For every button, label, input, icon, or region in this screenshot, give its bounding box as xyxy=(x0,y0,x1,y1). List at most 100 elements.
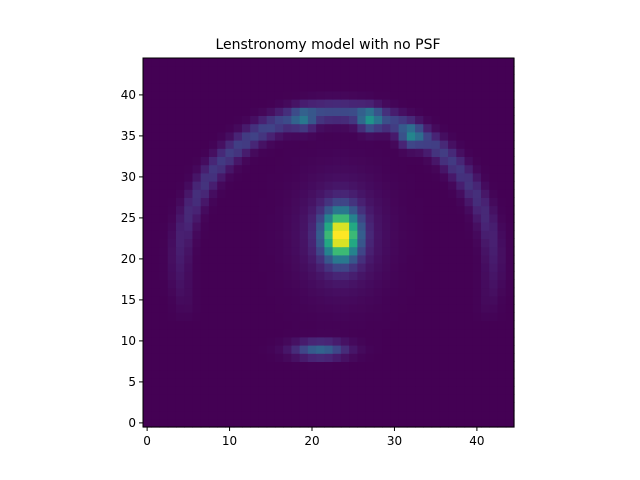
heatmap-cell xyxy=(151,148,161,157)
heatmap-cell xyxy=(415,312,424,321)
heatmap-cell xyxy=(431,254,441,264)
heatmap-cell xyxy=(274,336,284,346)
heatmap-cell xyxy=(184,90,194,100)
heatmap-cell xyxy=(349,74,358,84)
heatmap-cell xyxy=(184,353,194,362)
heatmap-cell xyxy=(489,279,499,289)
heatmap-cell xyxy=(283,254,292,264)
heatmap-cell xyxy=(258,246,268,256)
heatmap-cell xyxy=(423,345,433,354)
heatmap-cell xyxy=(241,148,251,157)
heatmap-cell xyxy=(390,320,400,330)
heatmap-cell xyxy=(398,418,408,428)
y-tick-label: 15 xyxy=(121,293,136,307)
heatmap-cell xyxy=(151,271,161,280)
heatmap-cell xyxy=(299,205,309,215)
heatmap-cell xyxy=(175,156,185,166)
heatmap-cell xyxy=(192,90,202,100)
heatmap-cell xyxy=(340,90,350,100)
heatmap-cell xyxy=(233,418,243,428)
heatmap-cell xyxy=(307,271,317,280)
heatmap-cell xyxy=(250,328,260,338)
heatmap-cell xyxy=(390,66,400,75)
heatmap-cell xyxy=(274,197,284,207)
heatmap-cell xyxy=(299,213,309,223)
heatmap-cell xyxy=(382,115,391,125)
heatmap-cell xyxy=(481,164,490,174)
heatmap-cell xyxy=(250,238,260,248)
heatmap-cell xyxy=(192,189,202,198)
heatmap-cell xyxy=(143,418,152,428)
heatmap-cell xyxy=(217,361,227,371)
heatmap-cell xyxy=(274,123,284,133)
heatmap-cell xyxy=(505,246,515,256)
heatmap-cell xyxy=(143,107,152,116)
heatmap-cell xyxy=(382,238,391,248)
heatmap-cell xyxy=(349,107,358,116)
heatmap-cell xyxy=(481,115,490,125)
heatmap-cell xyxy=(415,287,424,297)
heatmap-cell xyxy=(184,172,194,182)
heatmap-cell xyxy=(324,197,334,207)
heatmap-cell xyxy=(299,66,309,75)
heatmap-cell xyxy=(316,74,325,84)
heatmap-cell xyxy=(200,74,210,84)
heatmap-cell xyxy=(497,320,507,330)
heatmap-cell xyxy=(439,213,449,223)
heatmap-cell xyxy=(497,123,507,133)
heatmap-cell xyxy=(439,312,449,321)
heatmap-cell xyxy=(406,320,416,330)
heatmap-cell xyxy=(373,99,383,108)
heatmap-cell xyxy=(159,90,169,100)
heatmap-cell xyxy=(357,238,367,248)
heatmap-cell xyxy=(439,99,449,108)
heatmap-cell xyxy=(340,189,350,198)
heatmap-cell xyxy=(349,189,358,198)
heatmap-cell xyxy=(274,320,284,330)
heatmap-cell xyxy=(266,328,276,338)
heatmap-cell xyxy=(456,131,466,141)
heatmap-cell xyxy=(316,222,325,231)
heatmap-cell xyxy=(415,263,424,272)
heatmap-cell xyxy=(307,263,317,272)
heatmap-cell xyxy=(258,361,268,371)
heatmap-cell xyxy=(365,238,375,248)
heatmap-cell xyxy=(332,369,342,379)
heatmap-cell xyxy=(283,386,292,395)
heatmap-cell xyxy=(431,402,441,412)
heatmap-cell xyxy=(167,279,177,289)
heatmap-cell xyxy=(258,238,268,248)
heatmap-cell xyxy=(365,320,375,330)
heatmap-cell xyxy=(167,377,177,387)
heatmap-cell xyxy=(175,369,185,379)
heatmap-cell xyxy=(192,164,202,174)
heatmap-cell xyxy=(456,254,466,264)
heatmap-cell xyxy=(497,164,507,174)
heatmap-cell xyxy=(143,320,152,330)
heatmap-cell xyxy=(324,271,334,280)
heatmap-cell xyxy=(241,222,251,231)
heatmap-cell xyxy=(266,418,276,428)
heatmap-cell xyxy=(448,90,457,100)
heatmap-cell xyxy=(192,369,202,379)
heatmap-cell xyxy=(464,402,474,412)
heatmap-cell xyxy=(439,246,449,256)
heatmap-cell xyxy=(373,295,383,305)
heatmap-cell xyxy=(151,107,161,116)
heatmap-cell xyxy=(481,271,490,280)
heatmap-cell xyxy=(299,189,309,198)
heatmap-cell xyxy=(415,205,424,215)
heatmap-cell xyxy=(291,189,301,198)
heatmap-cell xyxy=(217,271,227,280)
heatmap-cell xyxy=(250,418,260,428)
heatmap-cell xyxy=(217,312,227,321)
heatmap-cell xyxy=(423,99,433,108)
heatmap-cell xyxy=(241,402,251,412)
heatmap-cell xyxy=(258,271,268,280)
heatmap-cell xyxy=(143,402,152,412)
heatmap-cell xyxy=(233,345,243,354)
heatmap-cell xyxy=(497,271,507,280)
heatmap-cell xyxy=(423,164,433,174)
heatmap-cell xyxy=(357,213,367,223)
